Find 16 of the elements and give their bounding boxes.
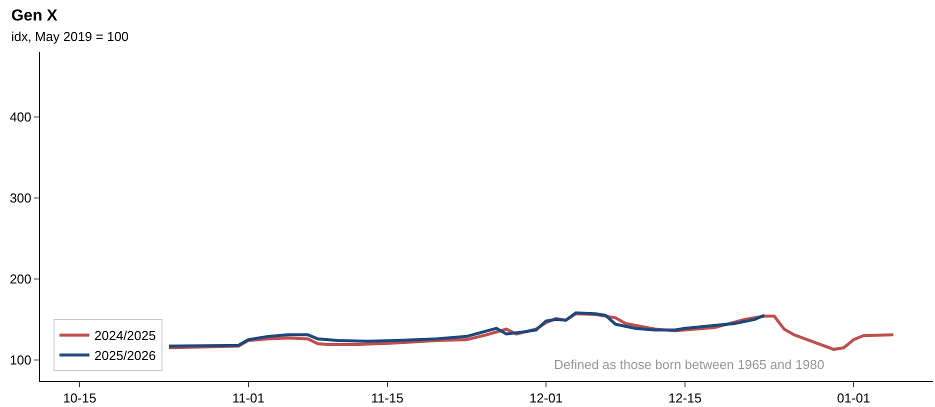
x-tick-label: 12-15 xyxy=(668,390,702,406)
y-tick-label: 200 xyxy=(10,271,32,286)
x-tick-label: 11-01 xyxy=(232,390,265,406)
y-tick-label: 100 xyxy=(10,352,32,368)
y-tick-label: 300 xyxy=(10,190,32,206)
line-series xyxy=(167,311,766,348)
x-tick-label: 01-01 xyxy=(836,390,870,406)
y-tick-label: 400 xyxy=(10,109,32,124)
chart-subtitle: idx, May 2019 = 100 xyxy=(11,29,129,44)
x-tick-label: 10-15 xyxy=(63,390,96,406)
x-tick-label: 11-15 xyxy=(371,390,404,406)
legend-label: 2025/2026 xyxy=(94,348,156,364)
chart-title: Gen X xyxy=(11,7,58,24)
x-tick-label: 12-01 xyxy=(529,390,563,406)
annotation: Defined as those born between 1965 and 1980 xyxy=(554,357,824,372)
legend-label: 2024/2025 xyxy=(94,328,156,344)
